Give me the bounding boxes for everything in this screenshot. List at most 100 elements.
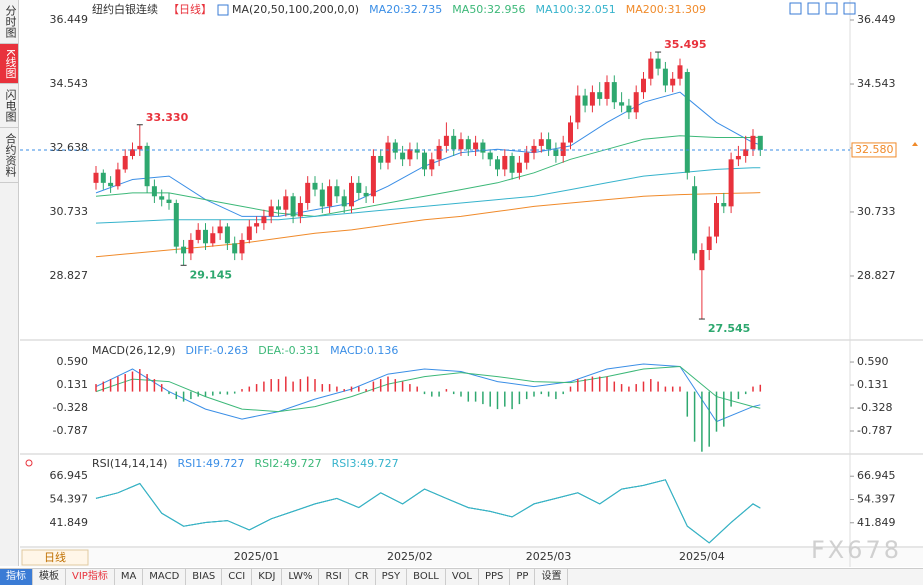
- candle-body: [641, 78, 646, 93]
- toolbar-item[interactable]: VOL: [446, 569, 479, 585]
- x-tick-label: 2025/02: [387, 550, 433, 563]
- candle-body: [188, 239, 194, 254]
- sidebar-tab[interactable]: 合约资料: [0, 128, 18, 184]
- toolbar-icons[interactable]: [789, 2, 856, 15]
- toolbar-item[interactable]: 设置: [535, 569, 569, 585]
- candle-body: [677, 65, 683, 79]
- candle-body: [327, 186, 333, 207]
- candle-body: [319, 189, 325, 207]
- toolbar-item[interactable]: CR: [349, 569, 376, 585]
- y-tick-label: 66.945: [50, 469, 89, 482]
- candle-body: [151, 186, 157, 197]
- candle-body: [159, 196, 165, 200]
- y-tick-label: 36.449: [50, 13, 89, 26]
- toolbar-item[interactable]: MACD: [143, 569, 187, 585]
- candle-body: [203, 229, 208, 244]
- indicator: MA(20,50,100,200,0,0): [232, 3, 359, 16]
- last-price-box: [851, 142, 897, 158]
- candle-body: [531, 145, 537, 153]
- sidebar-tab[interactable]: 分时图: [0, 0, 18, 44]
- candle-body: [144, 145, 150, 187]
- line: [95, 167, 761, 224]
- candle-body: [414, 149, 420, 153]
- icon[interactable]: [825, 2, 838, 15]
- period-box: [21, 549, 89, 566]
- legend-entry: MA200:31.309: [626, 3, 706, 16]
- toolbar-item[interactable]: RSI: [319, 569, 349, 585]
- toolbar-item[interactable]: BOLL: [407, 569, 446, 585]
- candle-body: [130, 149, 135, 156]
- candle-body: [757, 135, 763, 150]
- candle-body: [721, 202, 727, 207]
- icon[interactable]: [843, 2, 856, 15]
- sidebar-tab[interactable]: K线图: [0, 44, 18, 85]
- icon[interactable]: [807, 2, 820, 15]
- y-tick-label: 34.543: [857, 77, 896, 90]
- candle-body: [436, 145, 442, 160]
- candle-body: [443, 135, 449, 146]
- candle-body: [115, 169, 121, 187]
- toolbar-item[interactable]: PSY: [376, 569, 408, 585]
- y-tick-label: 30.733: [857, 205, 896, 218]
- chart-title: 纽约白银连续: [92, 2, 158, 16]
- y-tick-label: 54.397: [50, 492, 89, 505]
- candle-body: [108, 182, 114, 187]
- period: 【日线】: [168, 2, 212, 16]
- candle-body: [224, 226, 230, 244]
- toolbar-item[interactable]: KDJ: [252, 569, 283, 585]
- candle-body: [575, 95, 581, 123]
- icon[interactable]: [789, 2, 802, 15]
- candle-body: [465, 139, 471, 150]
- toolbar-item[interactable]: PP: [510, 569, 536, 585]
- extreme-label: 35.495: [664, 38, 706, 51]
- legend-entry: MA50:32.956: [452, 3, 525, 16]
- toolbar-item[interactable]: VIP指标: [66, 569, 115, 585]
- candle-body: [261, 216, 267, 224]
- candle-body: [181, 246, 187, 254]
- candle-body: [137, 145, 143, 150]
- legend-entry: DIFF:-0.263: [186, 344, 249, 357]
- line: [95, 363, 761, 423]
- candle-body: [305, 182, 311, 203]
- candle-body: [750, 135, 756, 150]
- candle-body: [283, 196, 289, 210]
- toolbar-item[interactable]: 指标: [0, 569, 33, 585]
- candle-body: [743, 149, 749, 156]
- line: [95, 365, 761, 413]
- candle-body: [648, 58, 654, 79]
- last-price-label: 32.580: [855, 143, 894, 156]
- candle-body: [582, 95, 588, 106]
- toolbar-item[interactable]: LW%: [282, 569, 320, 585]
- y-tick-label: -0.328: [53, 401, 88, 414]
- candle-body: [268, 206, 274, 217]
- toolbar-item[interactable]: CCI: [222, 569, 253, 585]
- settings-icon[interactable]: [25, 459, 33, 467]
- candle-body: [392, 142, 398, 153]
- candle-body: [356, 182, 362, 193]
- toolbar-item[interactable]: PPS: [479, 569, 511, 585]
- y-tick-label: 66.945: [857, 469, 896, 482]
- sidebar-tab[interactable]: 闪电图: [0, 84, 18, 129]
- line: [95, 479, 761, 544]
- toolbar-item[interactable]: MA: [115, 569, 144, 585]
- y-tick-label: 30.733: [50, 205, 89, 218]
- candle-body: [619, 102, 625, 106]
- candle-body: [502, 155, 508, 170]
- candle-body: [341, 196, 347, 207]
- sidebar: 分时图 K线图 闪电图 合约资料: [0, 0, 19, 566]
- candle-body: [254, 223, 260, 227]
- candle-body: [122, 155, 128, 170]
- candle-body: [473, 142, 479, 150]
- candle-body: [509, 155, 515, 173]
- candle-body: [195, 229, 201, 240]
- legend-entry: DEA:-0.331: [258, 344, 320, 357]
- candle-body: [626, 105, 632, 113]
- toolbar-item[interactable]: 模板: [33, 569, 66, 585]
- candle-body: [239, 239, 245, 254]
- legend-entry: MACD:0.136: [330, 344, 398, 357]
- candle-body: [173, 202, 179, 247]
- toolbar-item[interactable]: BIAS: [186, 569, 223, 585]
- candle-body: [378, 155, 384, 163]
- candle-body: [210, 233, 216, 244]
